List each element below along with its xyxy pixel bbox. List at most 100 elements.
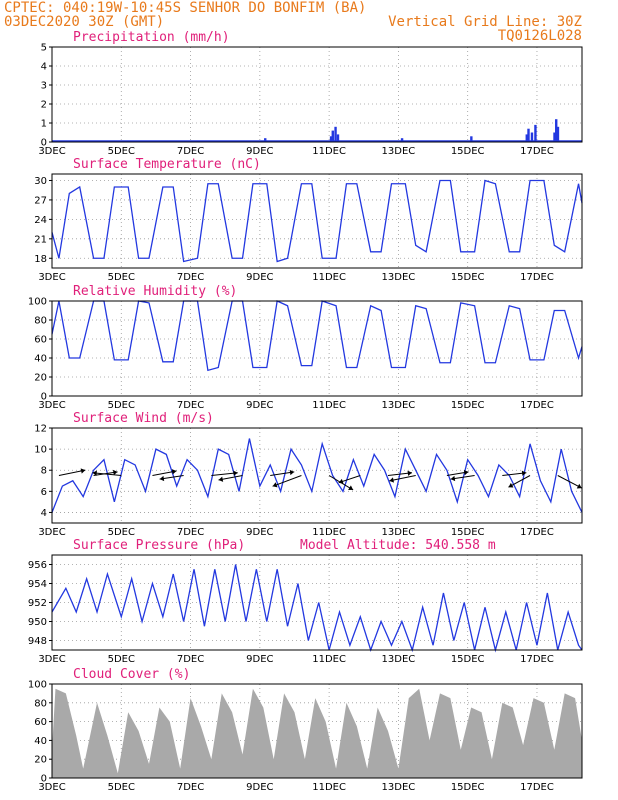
y-tick-label: 10 <box>34 445 47 456</box>
x-date-label: 5DEC <box>108 782 135 793</box>
y-tick-label: 4 <box>41 62 47 73</box>
precip-bar <box>331 130 334 142</box>
x-date-label: 9DEC <box>246 527 273 538</box>
x-date-label: 3DEC <box>38 527 65 538</box>
wind-vector-head <box>348 485 354 491</box>
x-date-label: 7DEC <box>177 654 204 665</box>
x-date-label: 3DEC <box>38 654 65 665</box>
wind-vector-head <box>407 470 413 476</box>
wind-vector <box>272 475 302 487</box>
x-date-label: 7DEC <box>177 527 204 538</box>
x-date-label: 9DEC <box>246 146 273 157</box>
precip-bar <box>530 132 534 142</box>
x-date-label: 9DEC <box>246 400 273 411</box>
x-date-label: 11DEC <box>312 272 346 283</box>
x-date-label: 17DEC <box>520 782 554 793</box>
x-date-label: 3DEC <box>38 146 65 157</box>
wind-vector-head <box>80 468 86 474</box>
x-date-label: 5DEC <box>108 400 135 411</box>
header-run-time: 03DEC2020 30Z (GMT) <box>4 14 164 30</box>
y-tick-label: 0 <box>41 392 47 403</box>
precip-bar <box>553 132 556 142</box>
x-date-label: 11DEC <box>312 527 346 538</box>
wind-vector-head <box>218 476 224 482</box>
precip-bar <box>264 138 267 142</box>
x-date-label: 9DEC <box>246 272 273 283</box>
panel-frame <box>51 427 583 524</box>
y-tick-label: 40 <box>34 736 47 747</box>
wind-vector <box>92 472 122 476</box>
panel-title: Cloud Cover (%) <box>73 667 190 682</box>
x-date-label: 9DEC <box>246 654 273 665</box>
pressure-line <box>51 564 583 653</box>
y-tick-label: 956 <box>28 560 47 571</box>
y-tick-label: 27 <box>34 195 47 206</box>
x-date-label: 15DEC <box>451 272 485 283</box>
y-tick-label: 100 <box>28 680 47 691</box>
wind-vector-head <box>112 469 118 476</box>
cloud-cover-area <box>52 688 582 778</box>
panel-frame <box>51 46 583 143</box>
wind-vector <box>211 472 238 476</box>
x-date-label: 13DEC <box>382 527 416 538</box>
wind-vector-head <box>338 478 344 484</box>
header-grid-line: Vertical Grid Line: 30Z <box>388 14 582 30</box>
y-tick-label: 950 <box>28 617 47 628</box>
header-station: CPTEC: 040:19W-10:45S SENHOR DO BONFIM (… <box>4 0 366 16</box>
y-tick-label: 0 <box>41 774 47 785</box>
y-tick-label: 21 <box>34 234 47 245</box>
precip-bar <box>334 126 337 142</box>
wind-vector-head <box>508 482 514 488</box>
panel-title: Surface Temperature (nC) <box>73 157 261 172</box>
wind-vector-head <box>389 477 394 483</box>
x-date-label: 15DEC <box>451 400 485 411</box>
panel-frame <box>51 173 583 269</box>
x-date-label: 13DEC <box>382 272 416 283</box>
wind-vector-head <box>233 470 238 476</box>
wind-panel: 4 6 8 10 12 3DEC 5DEC 7DEC 9DEC 11DEC 13DEC 15DEC 17… <box>34 411 583 538</box>
x-date-label: 15DEC <box>451 782 485 793</box>
panel-title: Precipitation (mm/h) <box>73 30 230 45</box>
y-tick-label: 1 <box>41 119 47 130</box>
y-tick-label: 40 <box>34 354 47 365</box>
precipitation-panel: 0 1 2 3 4 5 3DEC 5DEC 7DEC 9DEC 11DEC 13DEC 15DEC 17D… <box>38 30 583 157</box>
precip-bar <box>527 128 530 142</box>
y-tick-label: 0 <box>41 138 47 149</box>
x-date-label: 5DEC <box>108 527 135 538</box>
humidity-line <box>51 300 583 372</box>
y-tick-label: 952 <box>28 598 47 609</box>
wind-vector-head <box>171 469 177 475</box>
y-tick-label: 20 <box>34 373 47 384</box>
y-tick-label: 948 <box>28 636 47 647</box>
x-date-label: 7DEC <box>177 146 204 157</box>
precip-bar <box>556 126 560 142</box>
precip-bar <box>400 138 404 142</box>
wind-vector-head <box>463 469 469 476</box>
x-date-label: 11DEC <box>312 782 346 793</box>
x-date-label: 13DEC <box>382 654 416 665</box>
x-date-label: 3DEC <box>38 272 65 283</box>
y-tick-label: 2 <box>41 100 47 111</box>
pressure-panel: 948 950 952 954 956 3DEC 5DEC 7DEC 9DEC 11DEC 13DE… <box>28 538 583 665</box>
cloud-cover-panel: 0 20 40 60 80 100 3DEC 5DEC 7DEC 9DEC 11DEC 13DEC 15… <box>28 667 583 793</box>
humidity-panel: 0 20 40 60 80 100 3DEC 5DEC 7DEC 9DEC 11DEC 13DEC 15… <box>28 284 583 411</box>
header-model: TQ0126L028 <box>498 28 582 44</box>
x-date-label: 13DEC <box>382 146 416 157</box>
wind-vector <box>58 469 86 476</box>
precip-bar <box>329 136 333 142</box>
y-tick-label: 5 <box>41 43 47 54</box>
x-date-label: 13DEC <box>382 400 416 411</box>
x-date-label: 15DEC <box>451 654 485 665</box>
panel-frame <box>51 683 583 779</box>
precip-bar <box>534 124 537 142</box>
x-date-label: 5DEC <box>108 654 135 665</box>
temperature-line <box>51 179 583 263</box>
x-date-label: 17DEC <box>520 400 554 411</box>
panel-frame <box>51 300 583 397</box>
x-date-label: 11DEC <box>312 400 346 411</box>
model-altitude: Model Altitude: 540.558 m <box>300 538 496 553</box>
wind-vector-head <box>450 475 456 482</box>
wind-vector-head <box>289 469 295 476</box>
x-date-label: 17DEC <box>520 146 554 157</box>
